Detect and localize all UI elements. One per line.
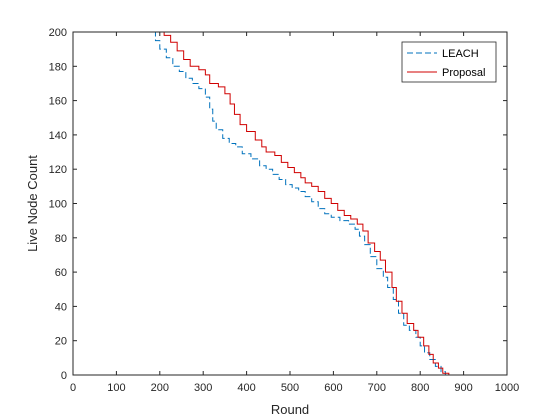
- y-tick-label: 20: [55, 336, 67, 348]
- axis-ticks: 0 100 200 300 400 500 600 700 800 900 1000 0 20 40 60 8…: [49, 27, 520, 394]
- x-tick-label: 800: [411, 382, 429, 394]
- y-tick-label: 40: [55, 301, 67, 313]
- y-tick-label: 140: [49, 130, 67, 142]
- x-tick-label: 400: [237, 382, 255, 394]
- y-tick-label: 0: [61, 370, 67, 382]
- series-line-leach: [73, 31, 507, 376]
- y-axis-title: Live Node Count: [25, 155, 40, 252]
- x-tick-label: 600: [324, 382, 342, 394]
- y-tick-label: 100: [49, 199, 67, 211]
- legend-label-proposal: Proposal: [442, 67, 485, 79]
- legend-box: [401, 41, 497, 83]
- series-lines: [73, 31, 507, 376]
- y-tick-label: 200: [49, 27, 67, 39]
- x-tick-label: 200: [151, 382, 169, 394]
- x-tick-label: 300: [194, 382, 212, 394]
- x-tick-label: 900: [454, 382, 472, 394]
- x-tick-label: 700: [368, 382, 386, 394]
- x-axis-title: Round: [271, 402, 309, 417]
- x-tick-label: 100: [107, 382, 125, 394]
- series-line-proposal: [73, 31, 507, 376]
- y-tick-label: 120: [49, 164, 67, 176]
- legend: LEACH Proposal: [401, 41, 497, 83]
- x-tick-label: 500: [281, 382, 299, 394]
- y-tick-label: 180: [49, 61, 67, 73]
- y-tick-label: 160: [49, 96, 67, 108]
- legend-label-leach: LEACH: [442, 48, 479, 60]
- x-tick-label: 0: [70, 382, 76, 394]
- x-tick-label: 1000: [495, 382, 519, 394]
- plot-area: [73, 32, 507, 375]
- y-tick-label: 80: [55, 233, 67, 245]
- y-tick-label: 60: [55, 267, 67, 279]
